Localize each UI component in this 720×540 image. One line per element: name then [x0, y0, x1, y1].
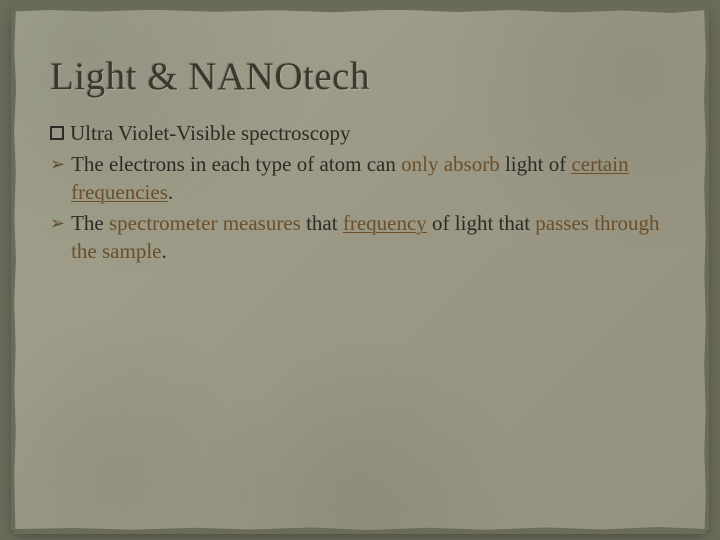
arrow-bullet-icon: ➢	[50, 153, 65, 177]
bullet-1-accent1: only absorb	[401, 152, 500, 176]
bullet-row-2: ➢ The spectrometer measures that frequen…	[50, 210, 670, 265]
bullet-2-mid: that	[301, 211, 343, 235]
bullet-1-pre: The electrons in each type of atom can	[71, 152, 401, 176]
bullet-1-text: The electrons in each type of atom can o…	[71, 151, 670, 206]
bullet-2-post: .	[161, 239, 166, 263]
bullet-2-mid2: of light that	[427, 211, 536, 235]
bullet-2-pre: The	[71, 211, 109, 235]
sub-bullet-text: Ultra Violet-Visible spectroscopy	[70, 121, 351, 146]
slide-paper-background: Light & NANOtech Ultra Violet-Visible sp…	[14, 10, 706, 530]
torn-edge-left	[11, 10, 19, 530]
bullet-2-accent1: spectrometer measures	[109, 211, 301, 235]
torn-edge-top	[14, 6, 706, 16]
square-bullet-icon	[50, 126, 64, 140]
slide-content: Light & NANOtech Ultra Violet-Visible sp…	[50, 54, 670, 270]
bullet-2-accent2: frequency	[343, 211, 427, 235]
bullet-1-mid: light of	[500, 152, 572, 176]
bullet-1-post: .	[168, 180, 173, 204]
torn-edge-right	[701, 10, 709, 530]
torn-edge-bottom	[14, 524, 706, 534]
sub-bullet-row: Ultra Violet-Visible spectroscopy	[50, 121, 670, 146]
bullet-row-1: ➢ The electrons in each type of atom can…	[50, 151, 670, 206]
slide-title: Light & NANOtech	[50, 54, 670, 99]
bullet-2-text: The spectrometer measures that frequency…	[71, 210, 670, 265]
arrow-bullet-icon: ➢	[50, 212, 65, 236]
